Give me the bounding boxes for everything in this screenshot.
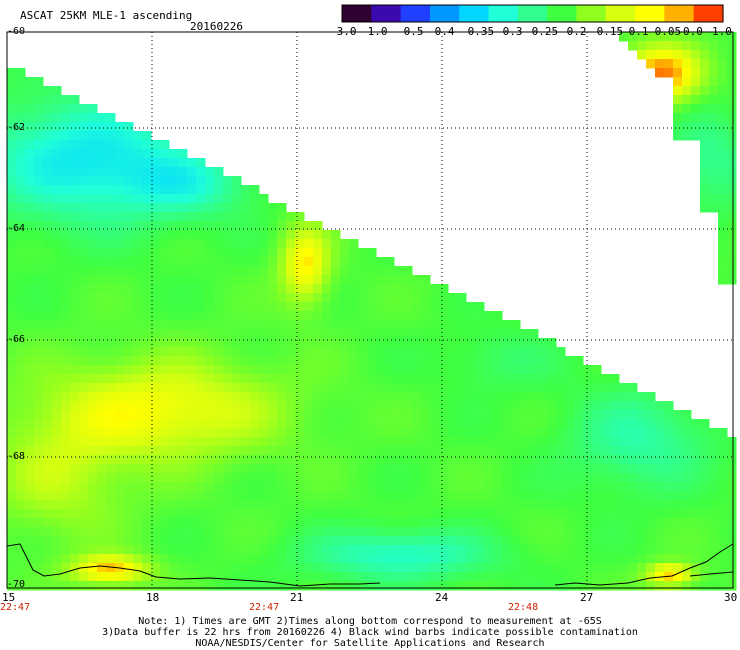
colorbar-tick-label: -0.15: [590, 25, 624, 38]
colorbar-tick-label: -3.0: [330, 25, 357, 38]
colorbar-tick-label: -1.0: [361, 25, 388, 38]
colorbar-tick-label: -0.5: [397, 25, 424, 38]
time-label: 22:47: [0, 602, 31, 613]
map-frame: [6, 31, 734, 589]
time-label: 22:47: [249, 602, 280, 613]
colorbar-tick-label: 1.0: [712, 25, 732, 38]
colorbar-tick-label: -0.05: [648, 25, 682, 38]
colorbar-swatch: [605, 5, 636, 22]
latitude-label: -70: [7, 579, 26, 590]
swath-data: [7, 32, 737, 591]
longitude-label: 24: [435, 591, 449, 604]
colorbar-tick-label: -0.1: [622, 25, 649, 38]
colorbar-tick-label: -0.25: [525, 25, 559, 38]
product-date: 20160226: [190, 20, 243, 33]
colorbar-swatch: [517, 5, 548, 22]
note-line-2: 3)Data buffer is 22 hrs from 20160226 4)…: [102, 627, 638, 638]
colorbar-swatch: [400, 5, 431, 22]
latitude-label: -64: [7, 223, 26, 234]
latitude-label: -62: [7, 122, 26, 133]
colorbar-swatch: [576, 5, 607, 22]
colorbar-swatch: [635, 5, 665, 22]
longitude-label: 21: [290, 591, 304, 604]
note-line-3: NOAA/NESDIS/Center for Satellite Applica…: [195, 638, 545, 649]
latitude-label: -60: [7, 26, 26, 37]
longitude-label: 18: [146, 591, 160, 604]
note-line-1: Note: 1) Times are GMT 2)Times along bot…: [138, 616, 602, 627]
latitude-label: -66: [7, 334, 26, 345]
colorbar-tick-label: -0.4: [428, 25, 455, 38]
colorbar-swatch: [488, 5, 519, 22]
colorbar-swatch: [693, 5, 724, 22]
colorbar-swatch: [664, 5, 695, 22]
longitude-label: 30: [724, 591, 738, 604]
latitude-label: -68: [7, 451, 26, 462]
product-title: ASCAT 25KM MLE-1 ascending: [20, 9, 193, 22]
colorbar-swatch: [429, 5, 460, 22]
longitude-label: 27: [580, 591, 594, 604]
coastline: [6, 543, 734, 587]
longitude-label: 15: [2, 591, 16, 604]
colorbar-swatch: [371, 5, 402, 22]
colorbar-swatch: [459, 5, 490, 22]
colorbar-swatch: [547, 5, 578, 22]
colorbar-tick-label: -0.3: [496, 25, 523, 38]
time-label: 22:48: [508, 602, 539, 613]
colorbar-tick-label: -0.35: [461, 25, 495, 38]
colorbar: [341, 4, 724, 23]
colorbar-swatch: [342, 5, 372, 22]
gridlines: [7, 32, 733, 588]
colorbar-tick-label: -0.2: [560, 25, 587, 38]
colorbar-tick-label: 0.0: [683, 25, 703, 38]
